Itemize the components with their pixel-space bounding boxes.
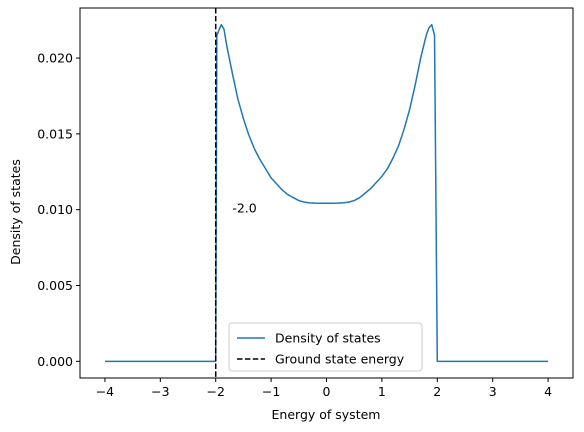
x-tick-label: 1 [378,384,386,399]
x-tick-label: −1 [262,384,280,399]
legend-entry-label: Ground state energy [275,352,405,367]
y-tick-label: 0.005 [37,278,73,293]
x-tick-label: 3 [489,384,497,399]
x-tick-label: −2 [206,384,224,399]
ground-state-annotation: -2.0 [232,201,256,216]
plot-area: -2.0 [104,8,549,378]
y-tick-label: 0.000 [37,354,73,369]
legend-entry-label: Density of states [275,331,381,346]
x-tick-label: −3 [151,384,169,399]
legend: Density of states Ground state energy [228,322,423,372]
x-tick-label: 2 [433,384,441,399]
axes: −4 −3 −2 −1 0 1 2 3 4 0.000 0.005 0.010 0.015 0.020 [37,7,574,399]
y-axis-label: Density of states [8,159,23,265]
y-tick-label: 0.015 [37,126,73,141]
x-tick-label: −4 [96,384,114,399]
y-tick-label: 0.010 [37,202,73,217]
legend-box [228,322,423,372]
series-line-density-of-states [104,23,549,363]
x-tick-label: 0 [323,384,331,399]
x-axis-label: Energy of system [272,407,381,422]
y-tick-label: 0.020 [37,51,73,66]
x-tick-label: 4 [544,384,552,399]
